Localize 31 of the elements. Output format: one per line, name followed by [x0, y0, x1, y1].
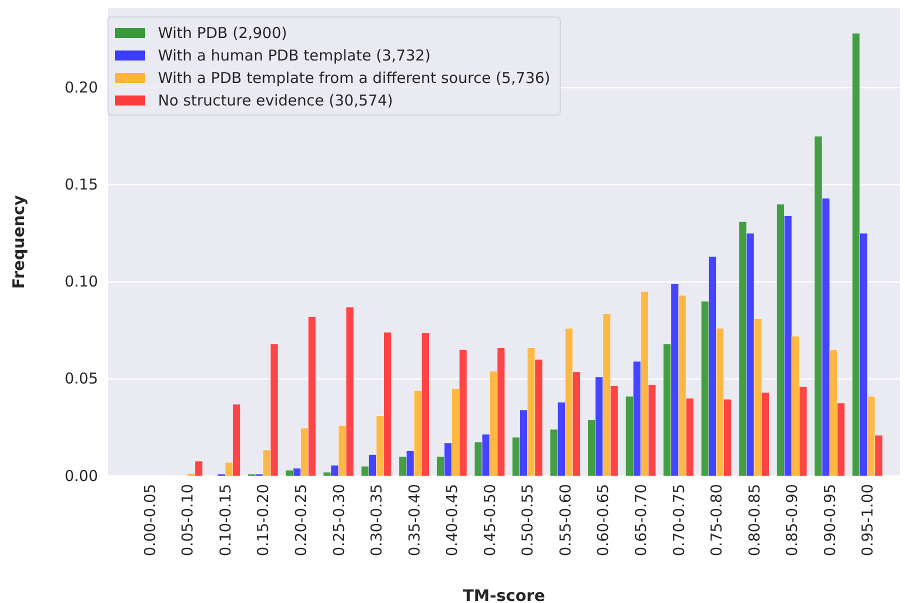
x-tick-label: 0.50-0.55 — [518, 484, 537, 556]
x-tick-label: 0.60-0.65 — [594, 484, 612, 556]
x-axis-title: TM-score — [462, 586, 546, 603]
y-tick-label: 0.00 — [64, 466, 98, 485]
x-tick-label: 0.45-0.50 — [480, 484, 499, 556]
x-tick-label: 0.15-0.20 — [254, 484, 272, 556]
x-tick-label: 0.10-0.15 — [216, 484, 234, 556]
legend-label: With a PDB template from a different source (5,736) — [158, 69, 550, 87]
x-tick-label: 0.95-1.00 — [858, 484, 877, 556]
x-tick-label: 0.25-0.30 — [330, 484, 348, 556]
x-tick-label: 0.20-0.25 — [292, 484, 310, 556]
x-tick-label: 0.30-0.35 — [368, 484, 386, 556]
y-tick-label: 0.15 — [64, 176, 98, 194]
x-tick-label: 0.35-0.40 — [405, 484, 424, 556]
x-tick-label: 0.05-0.10 — [178, 484, 197, 556]
x-tick-label: 0.40-0.45 — [443, 484, 462, 556]
x-tick-label: 0.55-0.60 — [556, 484, 574, 556]
x-tick-label: 0.90-0.95 — [820, 484, 839, 556]
legend-label: With PDB (2,900) — [158, 24, 288, 42]
legend-label: No structure evidence (30,574) — [158, 92, 393, 110]
x-tick-label: 0.65-0.70 — [632, 484, 650, 556]
x-tick-label: 0.00-0.05 — [140, 484, 159, 556]
legend-label: With a human PDB template (3,732) — [158, 46, 431, 64]
y-tick-label: 0.05 — [64, 370, 98, 388]
x-tick-label: 0.80-0.85 — [745, 484, 764, 556]
y-axis-title: Frequency — [9, 194, 28, 289]
x-tick-label: 0.85-0.90 — [783, 484, 802, 556]
x-tick-label: 0.70-0.75 — [670, 484, 688, 556]
y-tick-label: 0.10 — [64, 272, 98, 291]
x-tick-label: 0.75-0.80 — [708, 484, 726, 556]
y-tick-label: 0.20 — [64, 78, 98, 96]
